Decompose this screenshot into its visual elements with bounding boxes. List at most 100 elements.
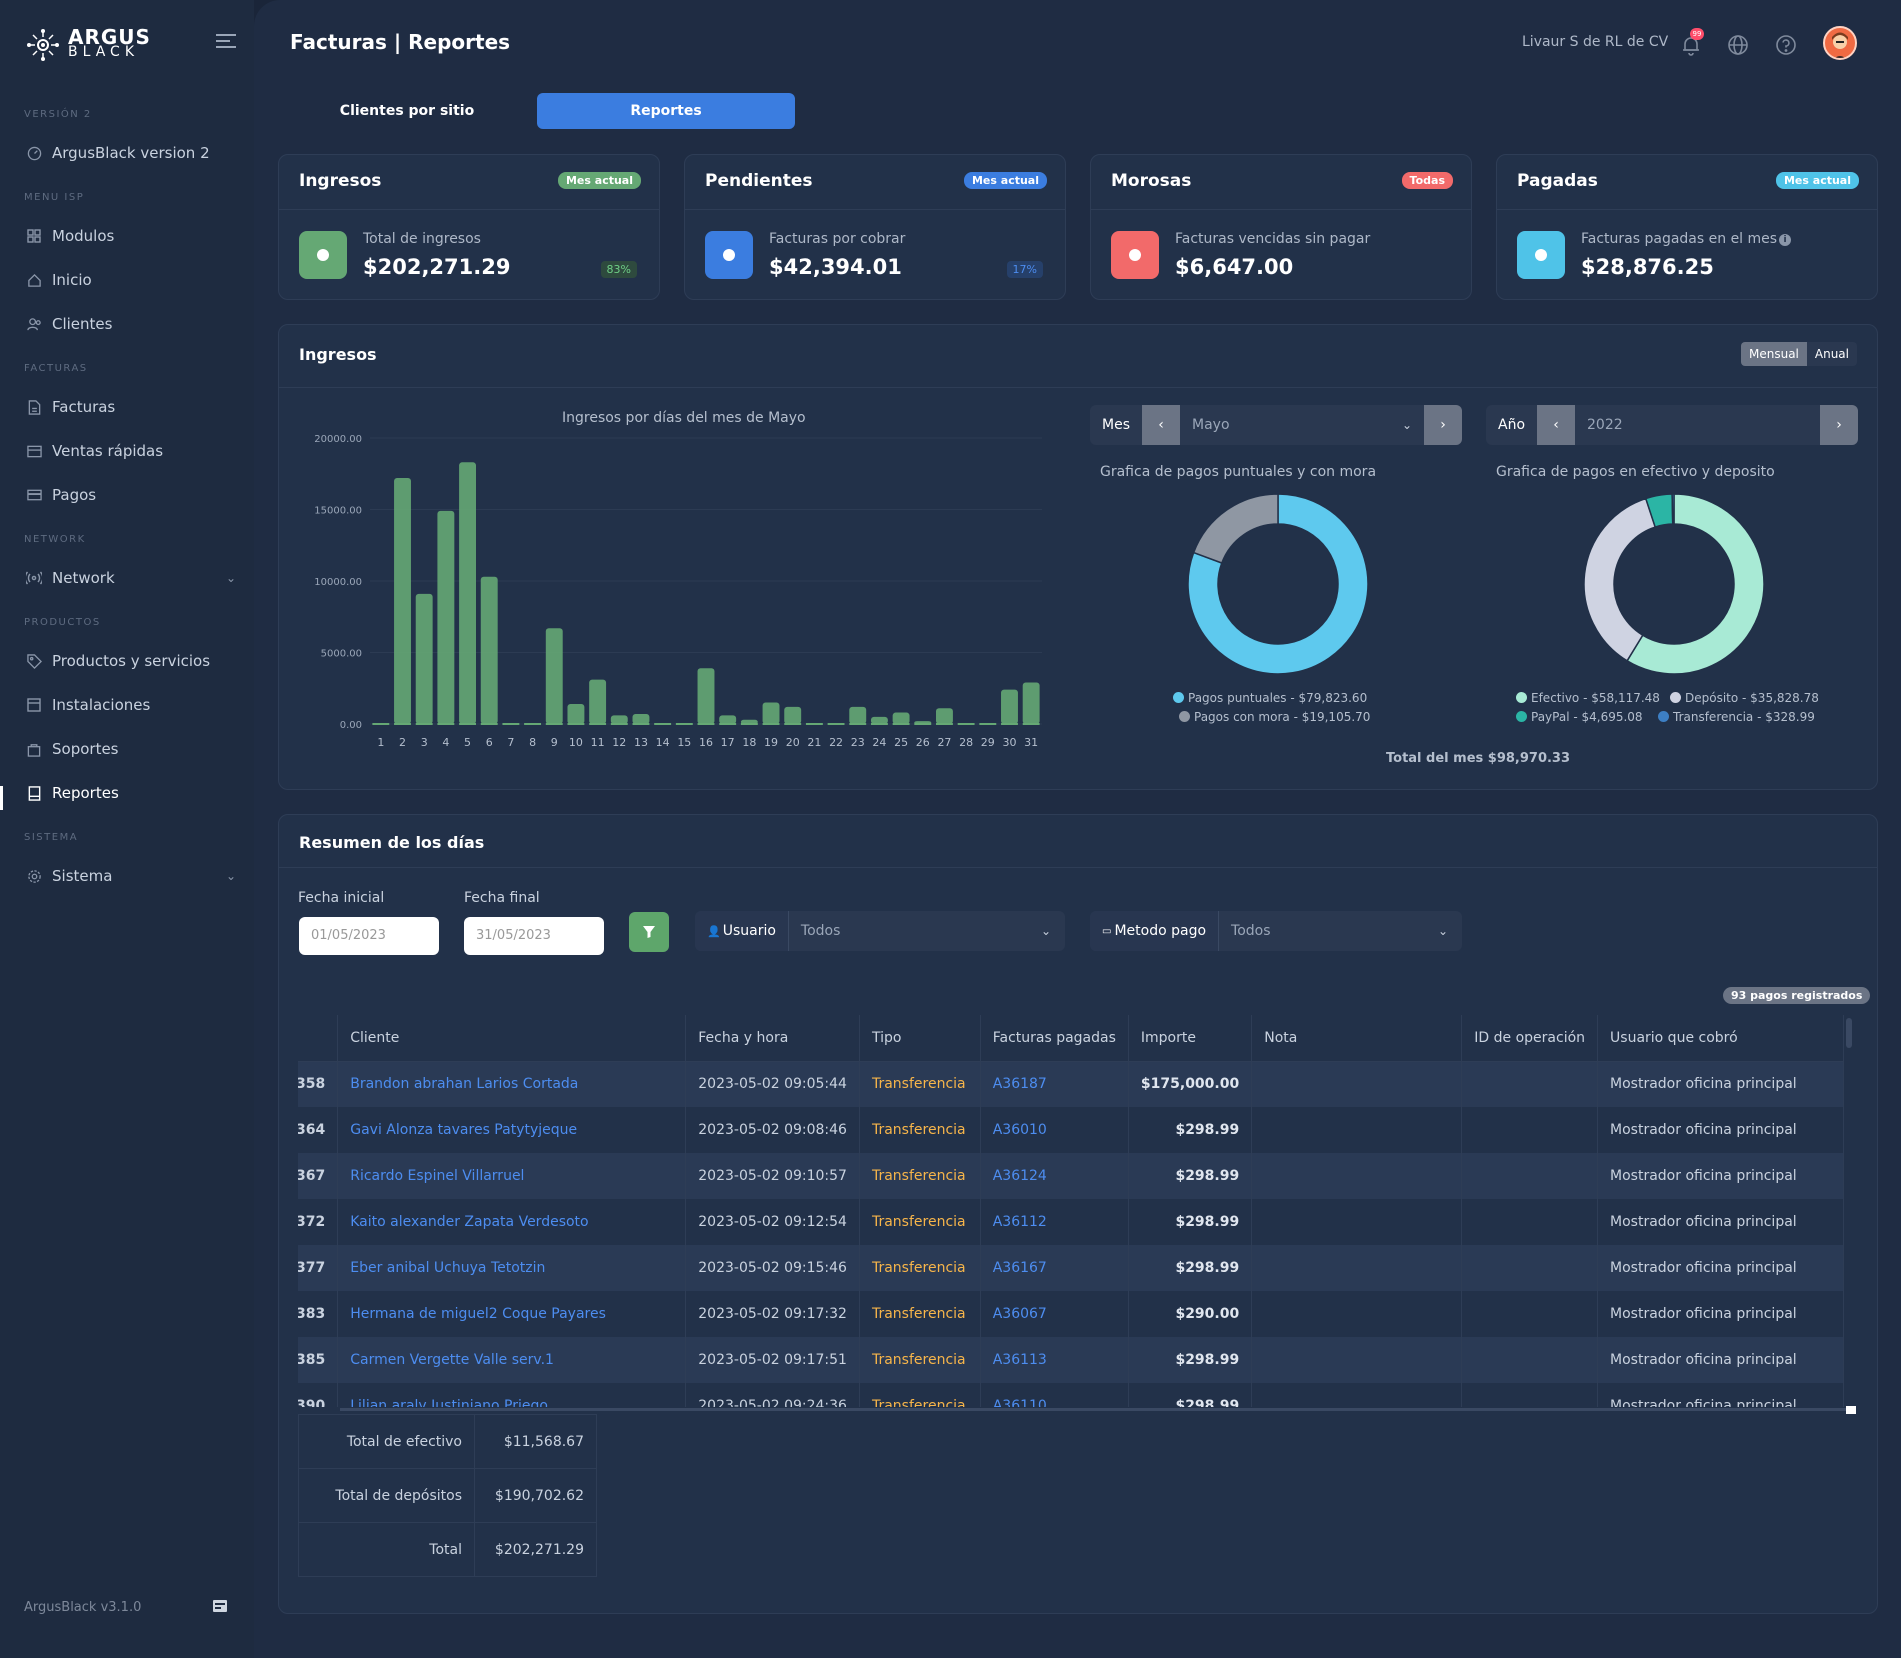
table-row[interactable]: 385 Carmen Vergette Valle serv.1 2023-05-0… (298, 1337, 1844, 1383)
table-row[interactable]: 364 Gavi Alonza tavares Patytyjeque 2023-0… (298, 1107, 1844, 1153)
donut-slice[interactable] (1192, 493, 1279, 564)
table-row[interactable]: 377 Eber anibal Uchuya Tetotzin 2023-05-02… (298, 1245, 1844, 1291)
usuario-filter[interactable]: 👤 Usuario Todos ⌄ (695, 911, 1065, 951)
filter-button[interactable] (629, 912, 669, 952)
bar[interactable] (719, 715, 737, 724)
brand-logo[interactable]: ARGUS BLACK (26, 27, 151, 62)
year-input[interactable]: 2022 (1587, 417, 1623, 433)
tab-reportes[interactable]: Reportes (537, 93, 795, 129)
row-cliente[interactable]: Eber anibal Uchuya Tetotzin (337, 1245, 687, 1291)
row-cliente[interactable]: Lilian araly Justiniano Priego (337, 1383, 687, 1407)
company-name[interactable]: Livaur S de RL de CV (1522, 34, 1669, 50)
col-tipo[interactable]: Tipo (859, 1015, 981, 1062)
table-row[interactable]: 367 Ricardo Espinel Villarruel 2023-05-02 … (298, 1153, 1844, 1199)
sidebar-item-productos[interactable]: Productos y servicios (26, 652, 236, 670)
tab-clientes-por-sitio[interactable]: Clientes por sitio (339, 103, 475, 119)
sidebar-item-pagos[interactable]: Pagos (26, 486, 236, 504)
horizontal-scrollbar[interactable] (340, 1408, 1846, 1411)
bar[interactable] (870, 716, 888, 724)
sidebar-item-network[interactable]: Network ⌄ (26, 569, 236, 587)
bar[interactable] (1001, 689, 1018, 724)
row-factura[interactable]: A36010 (980, 1107, 1129, 1153)
row-factura[interactable]: A36113 (980, 1337, 1129, 1383)
metodo-filter[interactable]: ▭ Metodo pago Todos ⌄ (1090, 911, 1462, 951)
info-icon[interactable]: i (1779, 234, 1791, 246)
sidebar-item-modulos[interactable]: Modulos (26, 227, 236, 245)
table-row[interactable]: 390 Lilian araly Justiniano Priego 2023-05… (298, 1383, 1844, 1407)
row-factura[interactable]: A36167 (980, 1245, 1129, 1291)
sidebar-item-instalaciones[interactable]: Instalaciones (26, 696, 236, 714)
bar[interactable] (459, 462, 477, 724)
table-row[interactable]: 372 Kaito alexander Zapata Verdesoto 2023-… (298, 1199, 1844, 1245)
totals-table: Total de efectivo $11,568.67 Total de dep… (298, 1414, 597, 1577)
vertical-scrollbar[interactable] (1846, 1018, 1852, 1048)
col-id[interactable] (298, 1015, 339, 1062)
row-cliente[interactable]: Hermana de miguel2 Coque Payares (337, 1291, 687, 1337)
sidebar-item-clientes[interactable]: Clientes (26, 315, 236, 333)
bar[interactable] (697, 668, 715, 724)
col-fecha[interactable]: Fecha y hora (685, 1015, 860, 1062)
col-cliente[interactable]: Cliente (337, 1015, 687, 1062)
bar[interactable] (892, 712, 910, 724)
globe-icon[interactable] (1727, 34, 1749, 56)
row-cliente[interactable]: Ricardo Espinel Villarruel (337, 1153, 687, 1199)
chevron-right-icon[interactable]: › (1424, 405, 1462, 445)
month-selector: Mes ‹ Mayo ⌄ › (1090, 405, 1462, 445)
fecha-final-input[interactable]: 31/05/2023 (464, 917, 604, 955)
bar[interactable] (784, 706, 802, 724)
toggle-mensual[interactable]: Mensual (1741, 342, 1807, 366)
col-usuario[interactable]: Usuario que cobró (1597, 1015, 1844, 1062)
row-cliente[interactable]: Gavi Alonza tavares Patytyjeque (337, 1107, 687, 1153)
donut-slice[interactable] (1671, 493, 1675, 525)
bar[interactable] (740, 719, 758, 724)
sidebar-item-argusblack-v2[interactable]: ArgusBlack version 2 (26, 144, 236, 162)
table-row[interactable]: 358 Brandon abrahan Larios Cortada 2023-05… (298, 1061, 1844, 1107)
row-factura[interactable]: A36124 (980, 1153, 1129, 1199)
hamburger-menu-icon[interactable] (216, 34, 236, 52)
fecha-inicial-input[interactable]: 01/05/2023 (299, 917, 439, 955)
toggle-anual[interactable]: Anual (1806, 342, 1857, 366)
bar[interactable] (437, 510, 455, 724)
row-factura[interactable]: A36112 (980, 1199, 1129, 1245)
col-importe[interactable]: Importe (1128, 1015, 1253, 1062)
row-factura[interactable]: A36187 (980, 1061, 1129, 1107)
metodo-select[interactable]: Todos (1231, 923, 1271, 939)
donut-slice[interactable] (1187, 493, 1369, 675)
sidebar-item-facturas[interactable]: Facturas (26, 398, 236, 416)
bar[interactable] (480, 576, 498, 724)
bar[interactable] (632, 713, 650, 724)
row-cliente[interactable]: Carmen Vergette Valle serv.1 (337, 1337, 687, 1383)
bar[interactable] (935, 708, 953, 724)
row-cliente[interactable]: Kaito alexander Zapata Verdesoto (337, 1199, 687, 1245)
col-id-operacion[interactable]: ID de operación (1461, 1015, 1599, 1062)
bar[interactable] (849, 706, 867, 724)
sidebar-item-sistema[interactable]: Sistema ⌄ (26, 867, 236, 885)
sidebar-item-ventas-rapidas[interactable]: Ventas rápidas (26, 442, 236, 460)
bar[interactable] (394, 478, 411, 724)
help-icon[interactable] (1775, 34, 1797, 56)
row-cliente[interactable]: Brandon abrahan Larios Cortada (337, 1061, 687, 1107)
bar[interactable] (567, 703, 585, 724)
bar[interactable] (610, 715, 628, 724)
usuario-select[interactable]: Todos (800, 923, 841, 939)
chevron-left-icon[interactable]: ‹ (1142, 405, 1180, 445)
donut-slice[interactable] (1626, 493, 1765, 675)
bar[interactable] (415, 593, 433, 724)
chevron-left-icon[interactable]: ‹ (1537, 405, 1576, 445)
col-facturas[interactable]: Facturas pagadas (980, 1015, 1129, 1062)
keyboard-icon[interactable] (212, 1598, 228, 1614)
col-nota[interactable]: Nota (1251, 1015, 1463, 1062)
bar[interactable] (762, 702, 780, 724)
row-factura[interactable]: A36067 (980, 1291, 1129, 1337)
avatar[interactable] (1823, 26, 1857, 60)
bar[interactable] (589, 679, 607, 724)
month-select[interactable]: Mayo (1192, 417, 1230, 433)
bar[interactable] (1022, 682, 1040, 724)
table-row[interactable]: 383 Hermana de miguel2 Coque Payares 2023-… (298, 1291, 1844, 1337)
chevron-right-icon[interactable]: › (1820, 405, 1858, 445)
bar[interactable] (545, 628, 563, 724)
sidebar-item-inicio[interactable]: Inicio (26, 271, 236, 289)
sidebar-item-reportes[interactable]: Reportes (26, 784, 236, 802)
sidebar-item-soportes[interactable]: Soportes (26, 740, 236, 758)
row-factura[interactable]: A36110 (980, 1383, 1129, 1407)
